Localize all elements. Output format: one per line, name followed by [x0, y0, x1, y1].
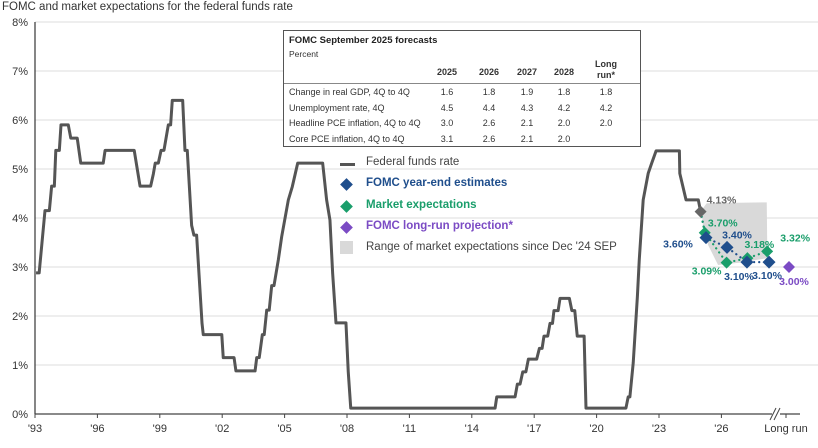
- table-cell: 1.6: [440, 87, 454, 97]
- table-cell: 2.0: [557, 118, 571, 128]
- table-cell: 3.0: [440, 118, 454, 128]
- table-divider: [284, 83, 640, 84]
- y-tick-label: 0%: [12, 409, 28, 421]
- table-cell: 3.1: [440, 133, 454, 144]
- range-area: [701, 202, 768, 266]
- market-expectation-point: [720, 256, 733, 269]
- legend-label: Market expectations: [366, 198, 477, 211]
- long-run-projection-label: 3.00%: [779, 276, 809, 288]
- legend-label: FOMC year-end estimates: [366, 177, 508, 190]
- row-label: Core PCE inflation, 4Q to 4Q: [289, 133, 405, 144]
- y-tick-label: 3%: [12, 262, 28, 274]
- y-tick-label: 1%: [12, 360, 28, 372]
- x-tick-label: '96: [90, 423, 104, 435]
- table-row: Headline PCE inflation, 4Q to 4Q 3.0 2.6 2.…: [284, 116, 640, 132]
- table-cell: 1.8: [557, 87, 571, 97]
- table-cell: 4.2: [557, 102, 571, 113]
- legend-label: Federal funds rate: [366, 156, 460, 168]
- market-dotted-path: [699, 210, 769, 264]
- table-cell: 2.6: [482, 118, 496, 128]
- table-cell: 4.5: [440, 102, 454, 113]
- table-row: Core PCE inflation, 4Q to 4Q 3.1 2.6 2.1 2.0: [284, 132, 640, 148]
- table-cell: 4.4: [482, 102, 496, 113]
- x-tick-label: '11: [403, 423, 417, 435]
- x-tick-label: '26: [714, 423, 728, 435]
- market-expectation-label: 3.70%: [708, 218, 738, 230]
- x-tick-label: '20: [589, 423, 603, 435]
- table-column-header: 2025: [436, 67, 458, 77]
- x-tick-label: '23: [652, 423, 666, 435]
- axis-break-icon: [769, 407, 781, 421]
- fomc-estimate-point: [699, 231, 713, 245]
- y-tick-label: 2%: [12, 311, 28, 323]
- table-column-header: Long run*: [595, 59, 617, 80]
- table-title: FOMC September 2025 forecasts: [289, 35, 438, 46]
- fomc-estimate-label: 3.10%: [724, 271, 754, 283]
- x-tick-label: '93: [28, 423, 42, 435]
- table-column-header: 2026: [478, 67, 500, 77]
- fomc-dotted-path: [699, 210, 771, 264]
- x-tick-label: '02: [215, 423, 229, 435]
- legend-label: FOMC long-run projection*: [366, 219, 513, 232]
- current-rate-marker: [694, 205, 707, 218]
- fomc-estimate-point: [720, 240, 734, 254]
- current-rate-label: 4.13%: [707, 195, 737, 207]
- table-cell: 4.2: [599, 102, 613, 113]
- y-tick-label: 8%: [12, 17, 28, 29]
- market-expectation-label: 3.32%: [780, 232, 810, 244]
- fomc-estimate-label: 3.60%: [663, 239, 693, 251]
- x-tick-label: '14: [465, 423, 479, 435]
- forecast-table: FOMC September 2025 forecasts Percent 20…: [283, 30, 641, 147]
- table-cell: 2.0: [599, 118, 613, 128]
- table-column-header: 2028: [553, 67, 575, 77]
- market-expectation-point: [761, 245, 774, 258]
- table-cell: 2.0: [557, 133, 571, 144]
- square-swatch-icon: [340, 241, 353, 255]
- fomc-estimate-point: [762, 255, 776, 269]
- fed-funds-line: [36, 98, 703, 410]
- table-row: Change in real GDP, 4Q to 4Q 1.6 1.8 1.9 1.8…: [284, 85, 640, 101]
- table-cell: 1.8: [482, 87, 496, 97]
- y-tick-label: 7%: [12, 66, 28, 78]
- fomc-estimate-label: 3.40%: [722, 229, 752, 241]
- y-tick-label: 5%: [12, 164, 28, 176]
- table-cell: 1.9: [520, 87, 534, 97]
- row-label: Change in real GDP, 4Q to 4Q: [289, 87, 410, 97]
- y-tick-label: 4%: [12, 213, 28, 225]
- row-label: Unemployment rate, 4Q: [289, 102, 385, 113]
- x-tick-label: '08: [340, 423, 354, 435]
- x-tick-label: Long run: [764, 423, 807, 435]
- table-cell: 2.1: [520, 133, 534, 144]
- legend-label: Range of market expectations since Dec '…: [366, 241, 617, 254]
- x-tick-label: '05: [277, 423, 291, 435]
- chart-title: FOMC and market expectations for the fed…: [2, 1, 293, 13]
- table-column-header: 2027: [516, 67, 538, 77]
- table-cell: 2.1: [520, 118, 534, 128]
- x-tick-label: '17: [527, 423, 541, 435]
- row-label: Headline PCE inflation, 4Q to 4Q: [289, 118, 421, 128]
- table-cell: 1.8: [599, 87, 613, 97]
- table-row: Unemployment rate, 4Q 4.5 4.4 4.3 4.2 4.2: [284, 101, 640, 117]
- market-expectation-label: 3.09%: [692, 266, 722, 278]
- x-tick-label: '99: [153, 423, 167, 435]
- y-tick-label: 6%: [12, 115, 28, 127]
- table-cell: 4.3: [520, 102, 534, 113]
- long-run-projection-point: [783, 261, 795, 273]
- fomc-estimate-label: 3.10%: [752, 270, 782, 282]
- table-cell: 2.6: [482, 133, 496, 144]
- fomc-estimate-point: [740, 255, 754, 269]
- table-subtitle: Percent: [289, 49, 319, 59]
- line-swatch-icon: [340, 163, 355, 166]
